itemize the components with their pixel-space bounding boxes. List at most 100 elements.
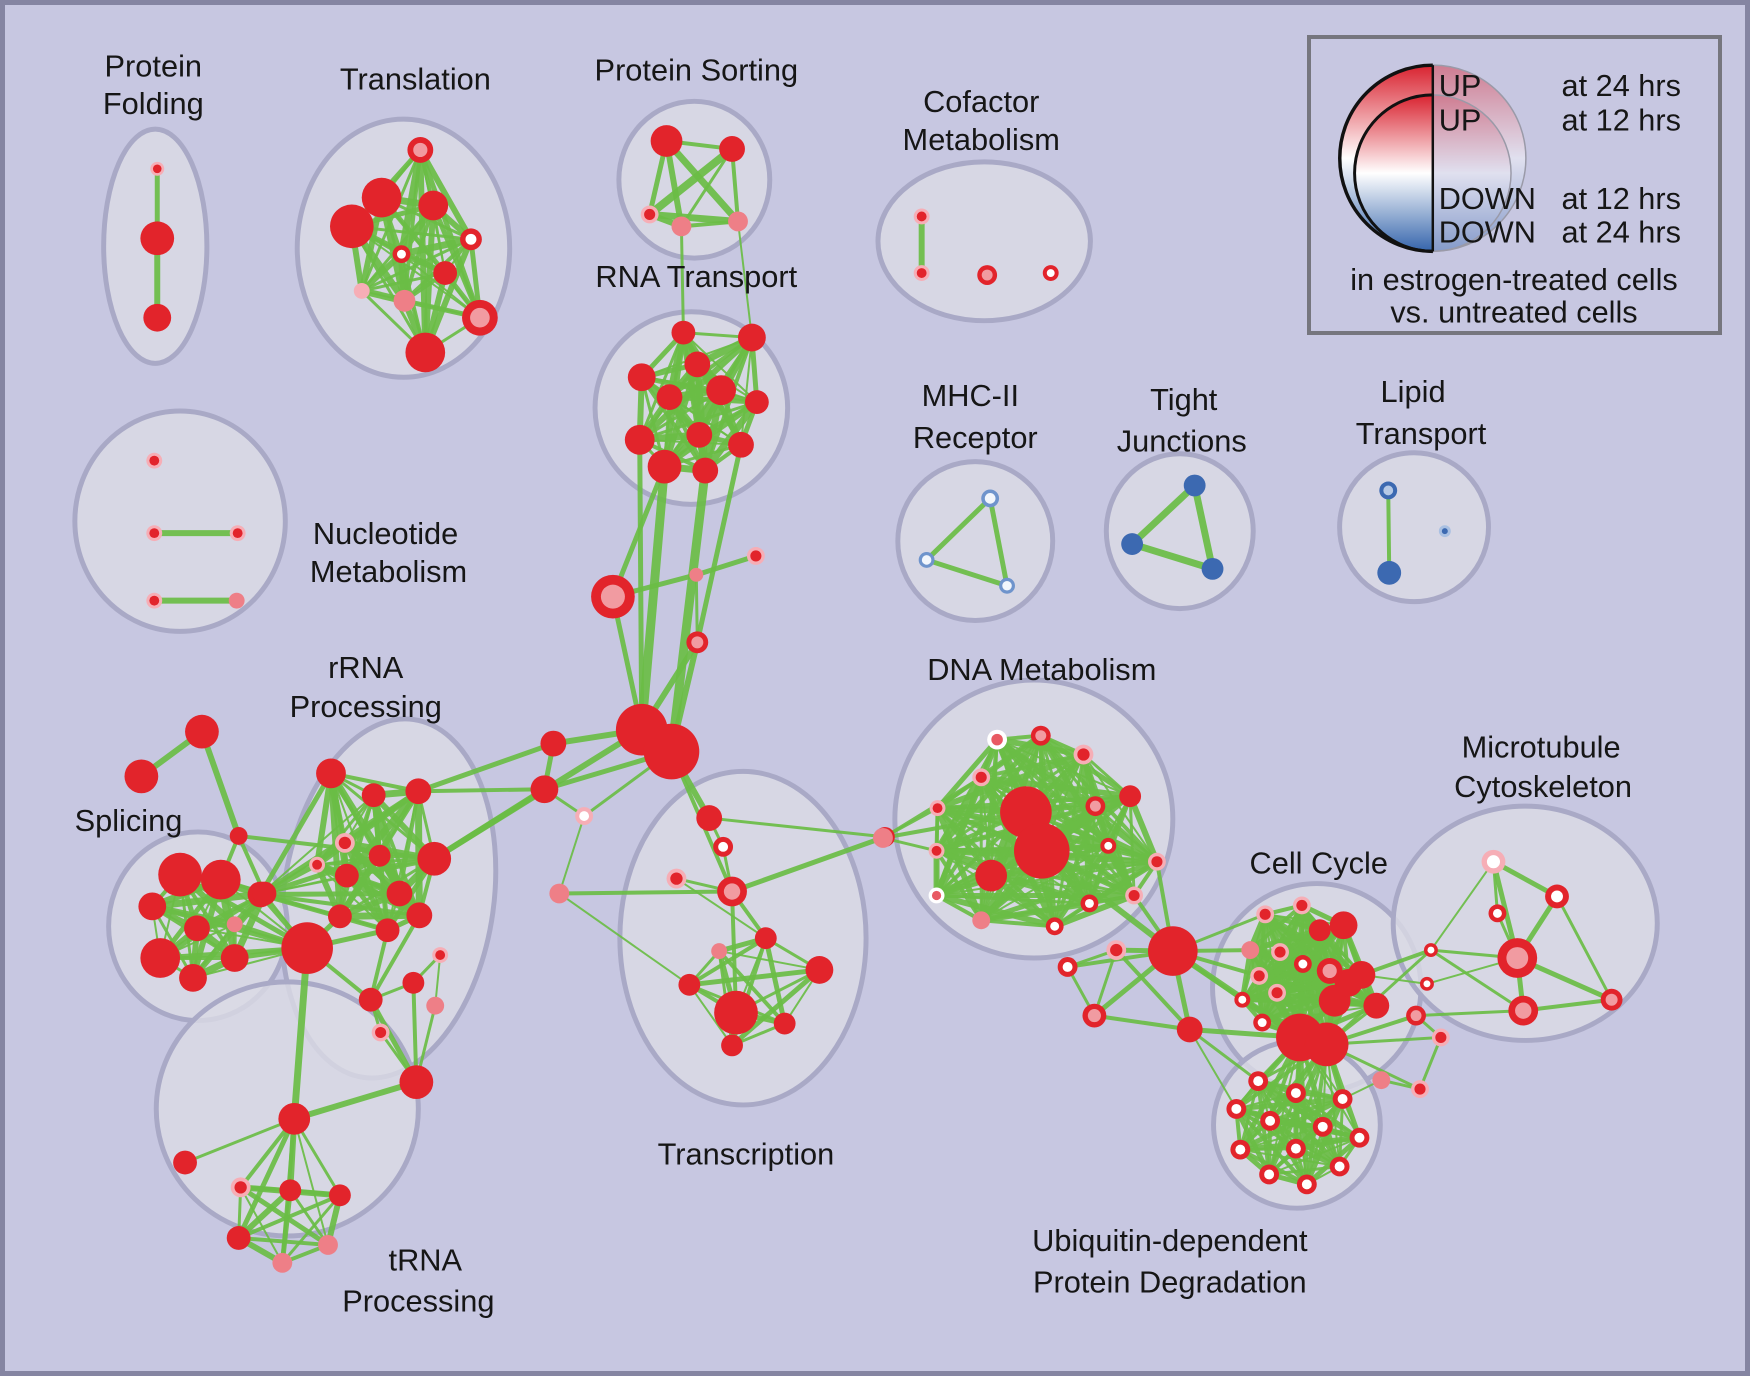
node-tn1	[173, 1150, 197, 1175]
edge-tn5-tn6	[236, 1235, 330, 1247]
node-outer	[140, 221, 175, 256]
node-outer	[1121, 533, 1144, 555]
node-ps4	[671, 216, 692, 237]
node-dm11	[1148, 852, 1166, 871]
node-rn1	[671, 320, 696, 345]
edge-sp6-sp8	[190, 890, 268, 981]
node-pf1	[150, 161, 165, 176]
node-outer	[972, 911, 991, 930]
node-core	[1128, 889, 1140, 902]
node-outer	[158, 852, 202, 897]
edge-c6-rr3	[416, 787, 547, 794]
edge-dm13-dm15	[978, 900, 1093, 924]
node-tx9	[678, 973, 701, 996]
node-tn3	[279, 1179, 302, 1202]
legend-footer-line: in estrogen-treated cells	[1350, 262, 1678, 297]
node-outer	[316, 758, 346, 789]
node-outer	[353, 282, 370, 299]
edge-dm11-dm16	[935, 860, 1158, 897]
edge-rr1-rr5	[314, 770, 334, 868]
node-c3	[591, 574, 635, 619]
node-ps5	[728, 211, 748, 232]
node-outer	[549, 883, 570, 904]
node-dm16	[928, 887, 945, 904]
edge-dm11-dm15	[978, 859, 1160, 923]
node-cy4	[1271, 943, 1289, 962]
edge-tx9-c11	[558, 892, 691, 986]
node-core	[1383, 485, 1394, 496]
node-mt9	[1406, 1005, 1426, 1026]
node-tl7	[433, 261, 458, 285]
node-outer	[530, 775, 559, 804]
node-core	[981, 269, 993, 281]
edge-spH-tnH	[290, 944, 311, 1123]
node-ub6	[1312, 1116, 1333, 1137]
node-tx13	[721, 1034, 743, 1057]
node-outer	[671, 320, 696, 345]
node-core	[338, 836, 352, 850]
cluster-label-cofactor-metabolism: Metabolism	[903, 122, 1060, 157]
node-core	[1441, 528, 1448, 535]
edge-tl4-tl11	[350, 224, 427, 354]
node-tx2	[713, 836, 734, 857]
node-outer	[226, 916, 243, 933]
node-lt1	[1379, 481, 1398, 500]
node-st3	[229, 826, 248, 845]
node-dm5	[929, 800, 946, 817]
edge-ps4-rn1	[679, 224, 685, 335]
node-cm4	[1042, 265, 1059, 281]
node-core	[1296, 899, 1308, 911]
cluster-label-dna-metabolism: DNA Metabolism	[927, 652, 1156, 687]
edge-bb1-cyH1	[1169, 948, 1303, 1041]
node-spH	[281, 922, 333, 974]
node-core	[931, 845, 942, 856]
node-outer	[375, 918, 400, 943]
node-st2	[124, 759, 159, 794]
node-tj3	[1201, 557, 1224, 580]
node-outer	[754, 927, 777, 950]
node-core	[149, 595, 160, 606]
node-ub12	[1296, 1174, 1317, 1195]
node-rr6	[334, 863, 359, 888]
node-mt10	[1431, 1028, 1450, 1047]
node-outer	[226, 1226, 251, 1250]
edge-tj1-tj3	[1191, 482, 1217, 573]
node-outer	[1334, 968, 1363, 997]
edge-tn3-tn7	[279, 1187, 293, 1266]
node-tx10	[805, 956, 834, 984]
node-hub2	[643, 723, 700, 780]
node-outer	[140, 938, 181, 978]
node-dm12	[1125, 886, 1144, 905]
node-pf2	[140, 221, 175, 256]
node-sp2	[200, 859, 241, 900]
node-core	[916, 211, 927, 222]
node-cy5	[1308, 919, 1331, 942]
node-rr13	[358, 987, 383, 1012]
edge-ub10-ub11	[1267, 1165, 1342, 1176]
cluster-microtubule-cytoskeleton	[1390, 803, 1660, 1043]
edge-cy2-cy3	[1248, 903, 1304, 953]
node-core	[1354, 1132, 1365, 1143]
node-ub8	[1230, 1139, 1251, 1160]
node-outer	[405, 778, 432, 805]
edge-rn7-rn12	[701, 398, 761, 475]
legend-time: at 24 hrs	[1562, 68, 1681, 103]
node-core	[1002, 580, 1012, 591]
node-core	[312, 859, 323, 870]
edge-tx4-tx5	[729, 834, 888, 894]
node-rr14	[371, 1023, 390, 1042]
node-dm10	[1100, 837, 1117, 854]
node-core	[1322, 963, 1337, 979]
node-cy16	[1363, 992, 1390, 1019]
legend-footer: in estrogen-treated cells vs. untreated …	[1350, 262, 1678, 330]
node-rr4	[334, 832, 355, 853]
node-tj2	[1121, 533, 1144, 555]
edge-tj1-tj2	[1128, 482, 1199, 548]
edge-tx10-tx13	[729, 967, 822, 1048]
edge-c5-rr3	[415, 741, 556, 794]
edge-sp3-sp6	[148, 890, 268, 910]
node-bb2	[1176, 1016, 1203, 1043]
edge-bb2-ub4	[1188, 1028, 1238, 1110]
node-core	[234, 1181, 247, 1194]
edge-ub7-ub9	[1293, 1135, 1362, 1151]
